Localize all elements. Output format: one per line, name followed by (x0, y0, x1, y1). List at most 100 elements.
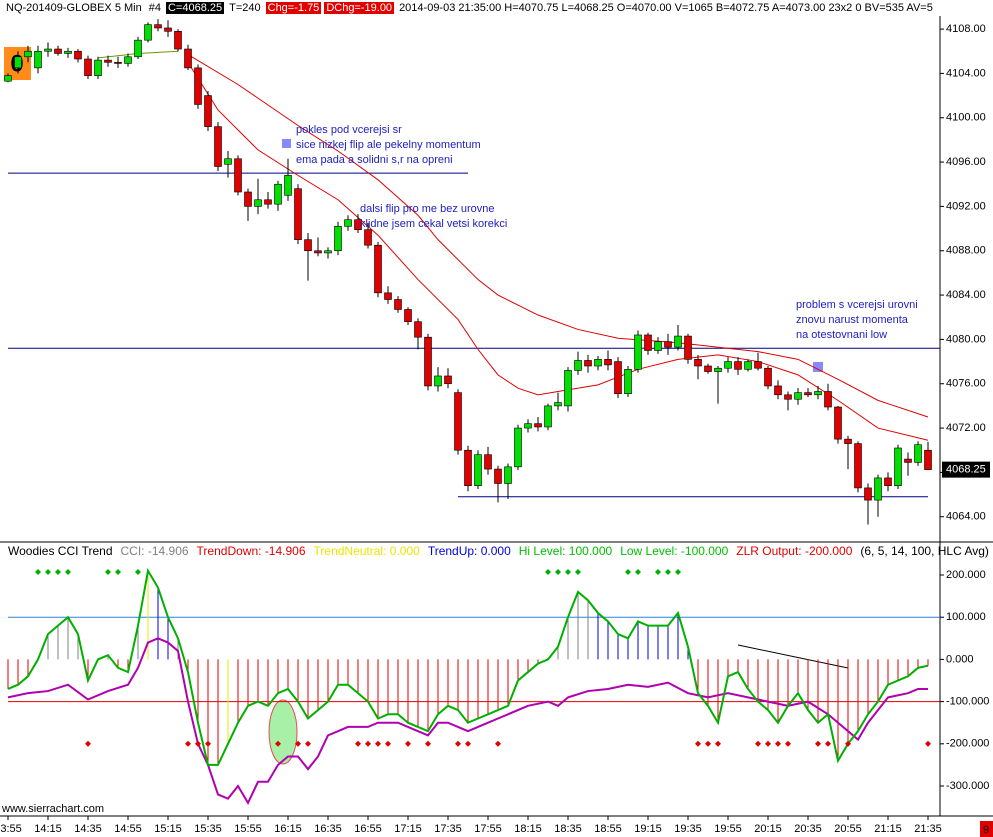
candle-body (894, 447, 902, 486)
candle-body (284, 175, 292, 196)
annotation: problem s vcerejsi urovni (796, 299, 918, 311)
x-tick-label: 17:15 (394, 823, 422, 835)
y-tick-label: 4092.00 (946, 200, 986, 212)
indicator-title: Woodies CCI Trend (8, 544, 113, 558)
header-bar: NQ-201409-GLOBEX 5 Min #4 C=4068.25 T=240 Ch… (0, 0, 993, 16)
candle-body (724, 361, 732, 369)
candle-body (524, 423, 532, 429)
legend-params: (6, 5, 14, 100, HLC Avg) (860, 544, 989, 558)
legend-name: Hi Level: (518, 544, 566, 558)
x-tick-label: 16:55 (354, 823, 382, 835)
short-signal (275, 740, 281, 747)
short-signal (785, 740, 791, 747)
short-signal (455, 740, 461, 747)
annotation: znovu narust momenta (796, 314, 909, 326)
candle-body (854, 443, 862, 489)
legend-name: Low Level: (620, 544, 678, 558)
x-tick-label: 15:15 (154, 823, 182, 835)
long-signal (35, 569, 41, 575)
candle-body (684, 335, 692, 360)
long-signal (135, 569, 141, 575)
moving-average (187, 62, 929, 441)
candle-body (534, 423, 542, 428)
trend-line (737, 644, 849, 669)
short-signal (495, 740, 501, 747)
short-signal (925, 740, 931, 747)
candle-body (274, 183, 282, 205)
x-tick-label: 18:35 (554, 823, 582, 835)
candle-body (844, 438, 852, 444)
candle-body (654, 341, 662, 351)
y-tick-label: 100.000 (946, 611, 986, 623)
y-tick-label: -100.000 (946, 696, 989, 708)
x-tick-label: 20:15 (754, 823, 782, 835)
legend-name: TrendUp: (427, 544, 478, 558)
candle-body (244, 191, 252, 207)
plot-area (4, 19, 940, 806)
candle-body (504, 466, 512, 484)
legend-value: 100.000 (568, 544, 613, 558)
candle-body (424, 336, 432, 387)
candle-body (294, 188, 302, 240)
candle-body (164, 27, 172, 32)
short-signal (715, 740, 721, 747)
candle-body (134, 39, 142, 58)
candle-body (384, 292, 392, 300)
long-signal (545, 569, 551, 575)
long-signal (655, 569, 661, 575)
legend-item: Low Level: -100.000 (620, 544, 728, 558)
candle-body (764, 367, 772, 387)
candle-body (694, 359, 702, 367)
candle-body (884, 477, 892, 486)
short-signal (775, 740, 781, 747)
candle-body (194, 67, 202, 105)
candle-body (344, 219, 352, 227)
candle-body (744, 361, 752, 370)
x-tick-label: 17:55 (474, 823, 502, 835)
short-signal (205, 740, 211, 747)
header-field: Chg=-1.75 (265, 2, 322, 14)
candle-body (154, 24, 162, 29)
candle-body (494, 468, 502, 484)
long-signal (575, 569, 581, 575)
legend-item: TrendUp: 0.000 (428, 544, 511, 558)
long-signal (625, 569, 631, 575)
annotation: klidne jsem cekal vetsi korekci (360, 218, 507, 230)
marker-square (813, 362, 823, 372)
annotation: ema pada a solidni s,r na opreni (296, 154, 453, 166)
marker-square (282, 139, 291, 148)
short-signal (825, 740, 831, 747)
candle-body (184, 48, 192, 69)
cci-line (7, 567, 929, 766)
x-tick-label: 19:35 (674, 823, 702, 835)
candle-body (204, 95, 212, 127)
x-tick-label: 17:35 (434, 823, 462, 835)
candle-body (904, 458, 912, 463)
candle-body (464, 449, 472, 486)
last-price-label: 4068.25 (946, 464, 986, 476)
candle-body (814, 391, 822, 396)
y-tick-label: 4072.00 (946, 422, 986, 434)
candle-body (624, 369, 632, 395)
candle-body (564, 370, 572, 407)
candle-body (774, 385, 782, 396)
x-tick-label: 13:55 (0, 823, 22, 835)
y-tick-label: 4080.00 (946, 333, 986, 345)
legend-item: Hi Level: 100.000 (519, 544, 612, 558)
x-tick-label: 14:35 (74, 823, 102, 835)
candle-body (124, 56, 132, 64)
candle-body (374, 244, 382, 294)
candle-body (234, 158, 242, 193)
candle-body (114, 62, 122, 64)
candle-body (24, 50, 32, 58)
candle-body (914, 444, 922, 463)
candle-body (924, 449, 932, 470)
legend-item: TrendDown: -14.906 (197, 544, 306, 558)
x-tick-label: 21:15 (874, 823, 902, 835)
candle-body (804, 392, 812, 396)
candle-body (84, 58, 92, 76)
x-tick-label: 18:15 (514, 823, 542, 835)
candle-body (714, 367, 722, 372)
candle-body (414, 321, 422, 338)
